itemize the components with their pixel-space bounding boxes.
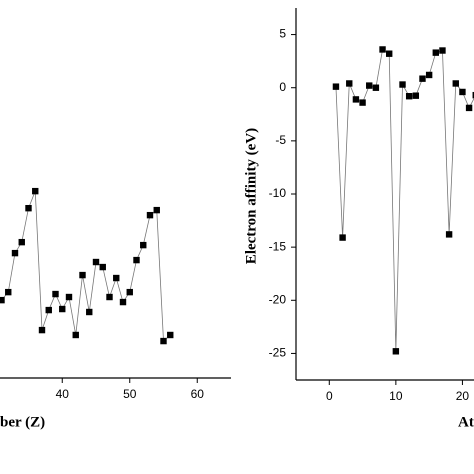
data-point bbox=[126, 288, 133, 296]
data-point bbox=[399, 81, 406, 88]
data-point bbox=[146, 211, 154, 219]
y-tick-label: -25 bbox=[269, 346, 287, 360]
data-point bbox=[392, 348, 400, 355]
data-point bbox=[106, 293, 113, 301]
x-axis-title: ber (Z) bbox=[0, 414, 45, 430]
data-point bbox=[18, 238, 25, 246]
x-tick-label: 40 bbox=[56, 387, 70, 401]
data-point bbox=[432, 49, 439, 56]
x-tick-label: 60 bbox=[191, 387, 205, 401]
data-point bbox=[346, 80, 353, 87]
data-point bbox=[5, 288, 12, 296]
data-point bbox=[439, 47, 446, 54]
data-point bbox=[352, 96, 360, 103]
data-point bbox=[472, 91, 474, 99]
data-point bbox=[379, 46, 386, 53]
data-point bbox=[133, 256, 140, 264]
data-point bbox=[11, 249, 19, 257]
data-point bbox=[445, 231, 453, 238]
data-point bbox=[167, 331, 174, 339]
data-point bbox=[452, 80, 459, 87]
data-point bbox=[412, 92, 420, 99]
data-point bbox=[86, 308, 93, 316]
y-tick-label: -5 bbox=[275, 133, 286, 147]
data-line bbox=[335, 48, 474, 352]
data-point bbox=[140, 241, 147, 249]
y-tick-label: -10 bbox=[269, 186, 287, 200]
data-point bbox=[92, 258, 100, 266]
data-point bbox=[372, 84, 380, 91]
data-point bbox=[332, 83, 340, 90]
x-axis-title: At bbox=[458, 414, 474, 430]
data-point bbox=[59, 305, 66, 313]
y-tick-label: 5 bbox=[279, 27, 286, 41]
data-point bbox=[79, 271, 86, 279]
data-point bbox=[425, 71, 433, 79]
data-point bbox=[359, 99, 366, 106]
x-tick-label: 50 bbox=[123, 387, 137, 401]
y-tick-label: 0 bbox=[279, 80, 286, 94]
data-point bbox=[0, 296, 5, 304]
data-point bbox=[38, 326, 46, 334]
data-point bbox=[153, 206, 160, 214]
data-point bbox=[386, 50, 393, 57]
data-point bbox=[459, 88, 466, 96]
data-line bbox=[1, 190, 171, 342]
y-axis-title: Electron affinity (eV) bbox=[243, 128, 259, 264]
data-point bbox=[366, 82, 373, 89]
data-point bbox=[405, 93, 413, 100]
data-point bbox=[160, 337, 167, 345]
x-tick-label: 10 bbox=[389, 389, 403, 403]
data-point bbox=[119, 298, 127, 306]
data-point bbox=[65, 293, 73, 301]
data-point bbox=[32, 187, 39, 195]
data-point bbox=[465, 104, 473, 112]
data-point bbox=[113, 274, 120, 282]
data-point bbox=[25, 204, 32, 212]
data-point bbox=[339, 234, 346, 241]
x-tick-label: 20 bbox=[456, 389, 470, 403]
data-point bbox=[99, 263, 106, 271]
y-tick-label: -20 bbox=[269, 292, 287, 306]
x-tick-label: 0 bbox=[326, 389, 333, 403]
data-point bbox=[72, 331, 79, 339]
data-point bbox=[52, 290, 59, 298]
y-tick-label: -15 bbox=[269, 239, 287, 253]
data-point bbox=[419, 75, 426, 82]
data-point bbox=[45, 306, 52, 314]
